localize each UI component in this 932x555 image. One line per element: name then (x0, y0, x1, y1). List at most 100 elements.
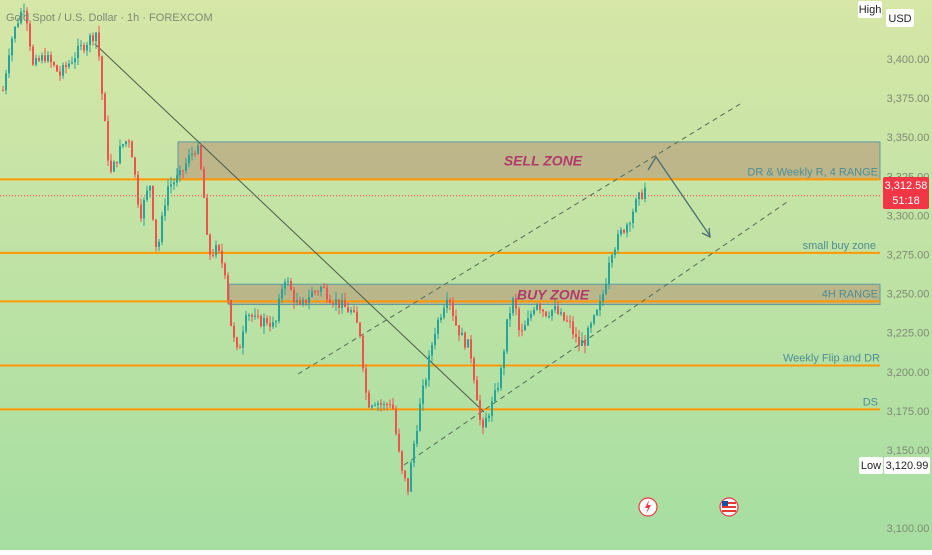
candle (626, 222, 628, 238)
candle (350, 307, 352, 315)
level-label-3: Weekly Flip and DR (783, 353, 880, 365)
candle (287, 277, 289, 287)
candle (314, 289, 316, 296)
candle (452, 296, 454, 322)
candle (8, 48, 10, 78)
candle (518, 306, 520, 337)
candle (590, 321, 592, 333)
candle (194, 150, 196, 158)
candle (242, 325, 244, 355)
candle (26, 7, 28, 31)
channel-lower-line[interactable] (403, 199, 791, 466)
currency-badge[interactable]: USD (886, 9, 914, 27)
candle (608, 256, 610, 290)
candle (419, 397, 421, 432)
candle (230, 299, 232, 327)
candle (221, 243, 223, 268)
candle (152, 185, 154, 221)
candle (53, 61, 55, 67)
candle (266, 315, 268, 326)
candle (389, 399, 391, 408)
candle (506, 319, 508, 354)
candle (521, 323, 523, 337)
candle (143, 197, 145, 226)
candle (530, 310, 532, 322)
candle (86, 41, 88, 56)
candle (602, 289, 604, 307)
candle (32, 44, 34, 67)
candle (542, 308, 544, 317)
candle (11, 36, 13, 62)
candle (446, 292, 448, 313)
labels-layer: SELL ZONE BUY ZONE DR & Weekly R, 4 RANGE s… (504, 153, 880, 409)
candle (398, 428, 400, 453)
candle (614, 247, 616, 259)
candle (290, 278, 292, 291)
candle (95, 31, 97, 49)
candle (263, 313, 265, 334)
candle (482, 417, 484, 435)
us-flag-icon[interactable] (719, 497, 739, 517)
candle (56, 64, 58, 72)
candle (113, 160, 115, 172)
candle (176, 168, 178, 187)
candle (335, 291, 337, 312)
candle (392, 397, 394, 410)
candle (599, 294, 601, 317)
candle (491, 396, 493, 422)
candle (233, 322, 235, 342)
candle (470, 334, 472, 364)
candle (548, 311, 550, 319)
price-tick: 3,300.00 (887, 210, 930, 222)
candle (248, 313, 250, 321)
candle (179, 165, 181, 182)
candle (344, 292, 346, 308)
candle (83, 42, 85, 54)
candle (413, 440, 415, 468)
candle (317, 289, 319, 296)
candle (149, 185, 151, 198)
projection-arrow[interactable] (647, 155, 711, 237)
candle (281, 284, 283, 304)
candle (23, 3, 25, 20)
price-tick: 3,375.00 (887, 93, 930, 105)
candle (467, 339, 469, 348)
candle (539, 302, 541, 314)
candle (563, 311, 565, 322)
candle (203, 166, 205, 199)
current-price-value: 3,312.58 (885, 180, 928, 192)
lightning-icon[interactable] (638, 497, 658, 517)
candle (158, 238, 160, 252)
level-label-1: small buy zone (803, 240, 876, 252)
candle (29, 20, 31, 51)
candle (107, 115, 109, 166)
candle (371, 404, 373, 411)
candle (587, 325, 589, 347)
candle (92, 32, 94, 46)
candle (239, 344, 241, 349)
candle (425, 377, 427, 389)
candle (200, 144, 202, 171)
candle (305, 299, 307, 306)
levels-layer (0, 178, 880, 411)
high-badge: High (858, 1, 882, 18)
price-axis[interactable]: 3,400.003,375.003,350.003,325.003,300.00… (887, 54, 930, 535)
candle (578, 330, 580, 352)
price-tick: 3,400.00 (887, 54, 930, 66)
candle (128, 138, 130, 148)
candle (641, 189, 643, 200)
low-label: Low (861, 460, 881, 472)
price-tick: 3,150.00 (887, 445, 930, 457)
candle (473, 356, 475, 384)
candle (620, 227, 622, 237)
candle (332, 300, 334, 308)
candle (353, 305, 355, 313)
candle (347, 302, 349, 313)
candle (71, 56, 73, 65)
current-price-tag: 3,312.58 51:18 (883, 177, 929, 209)
zone-0[interactable] (177, 141, 881, 180)
trendline-descending[interactable] (94, 43, 485, 413)
